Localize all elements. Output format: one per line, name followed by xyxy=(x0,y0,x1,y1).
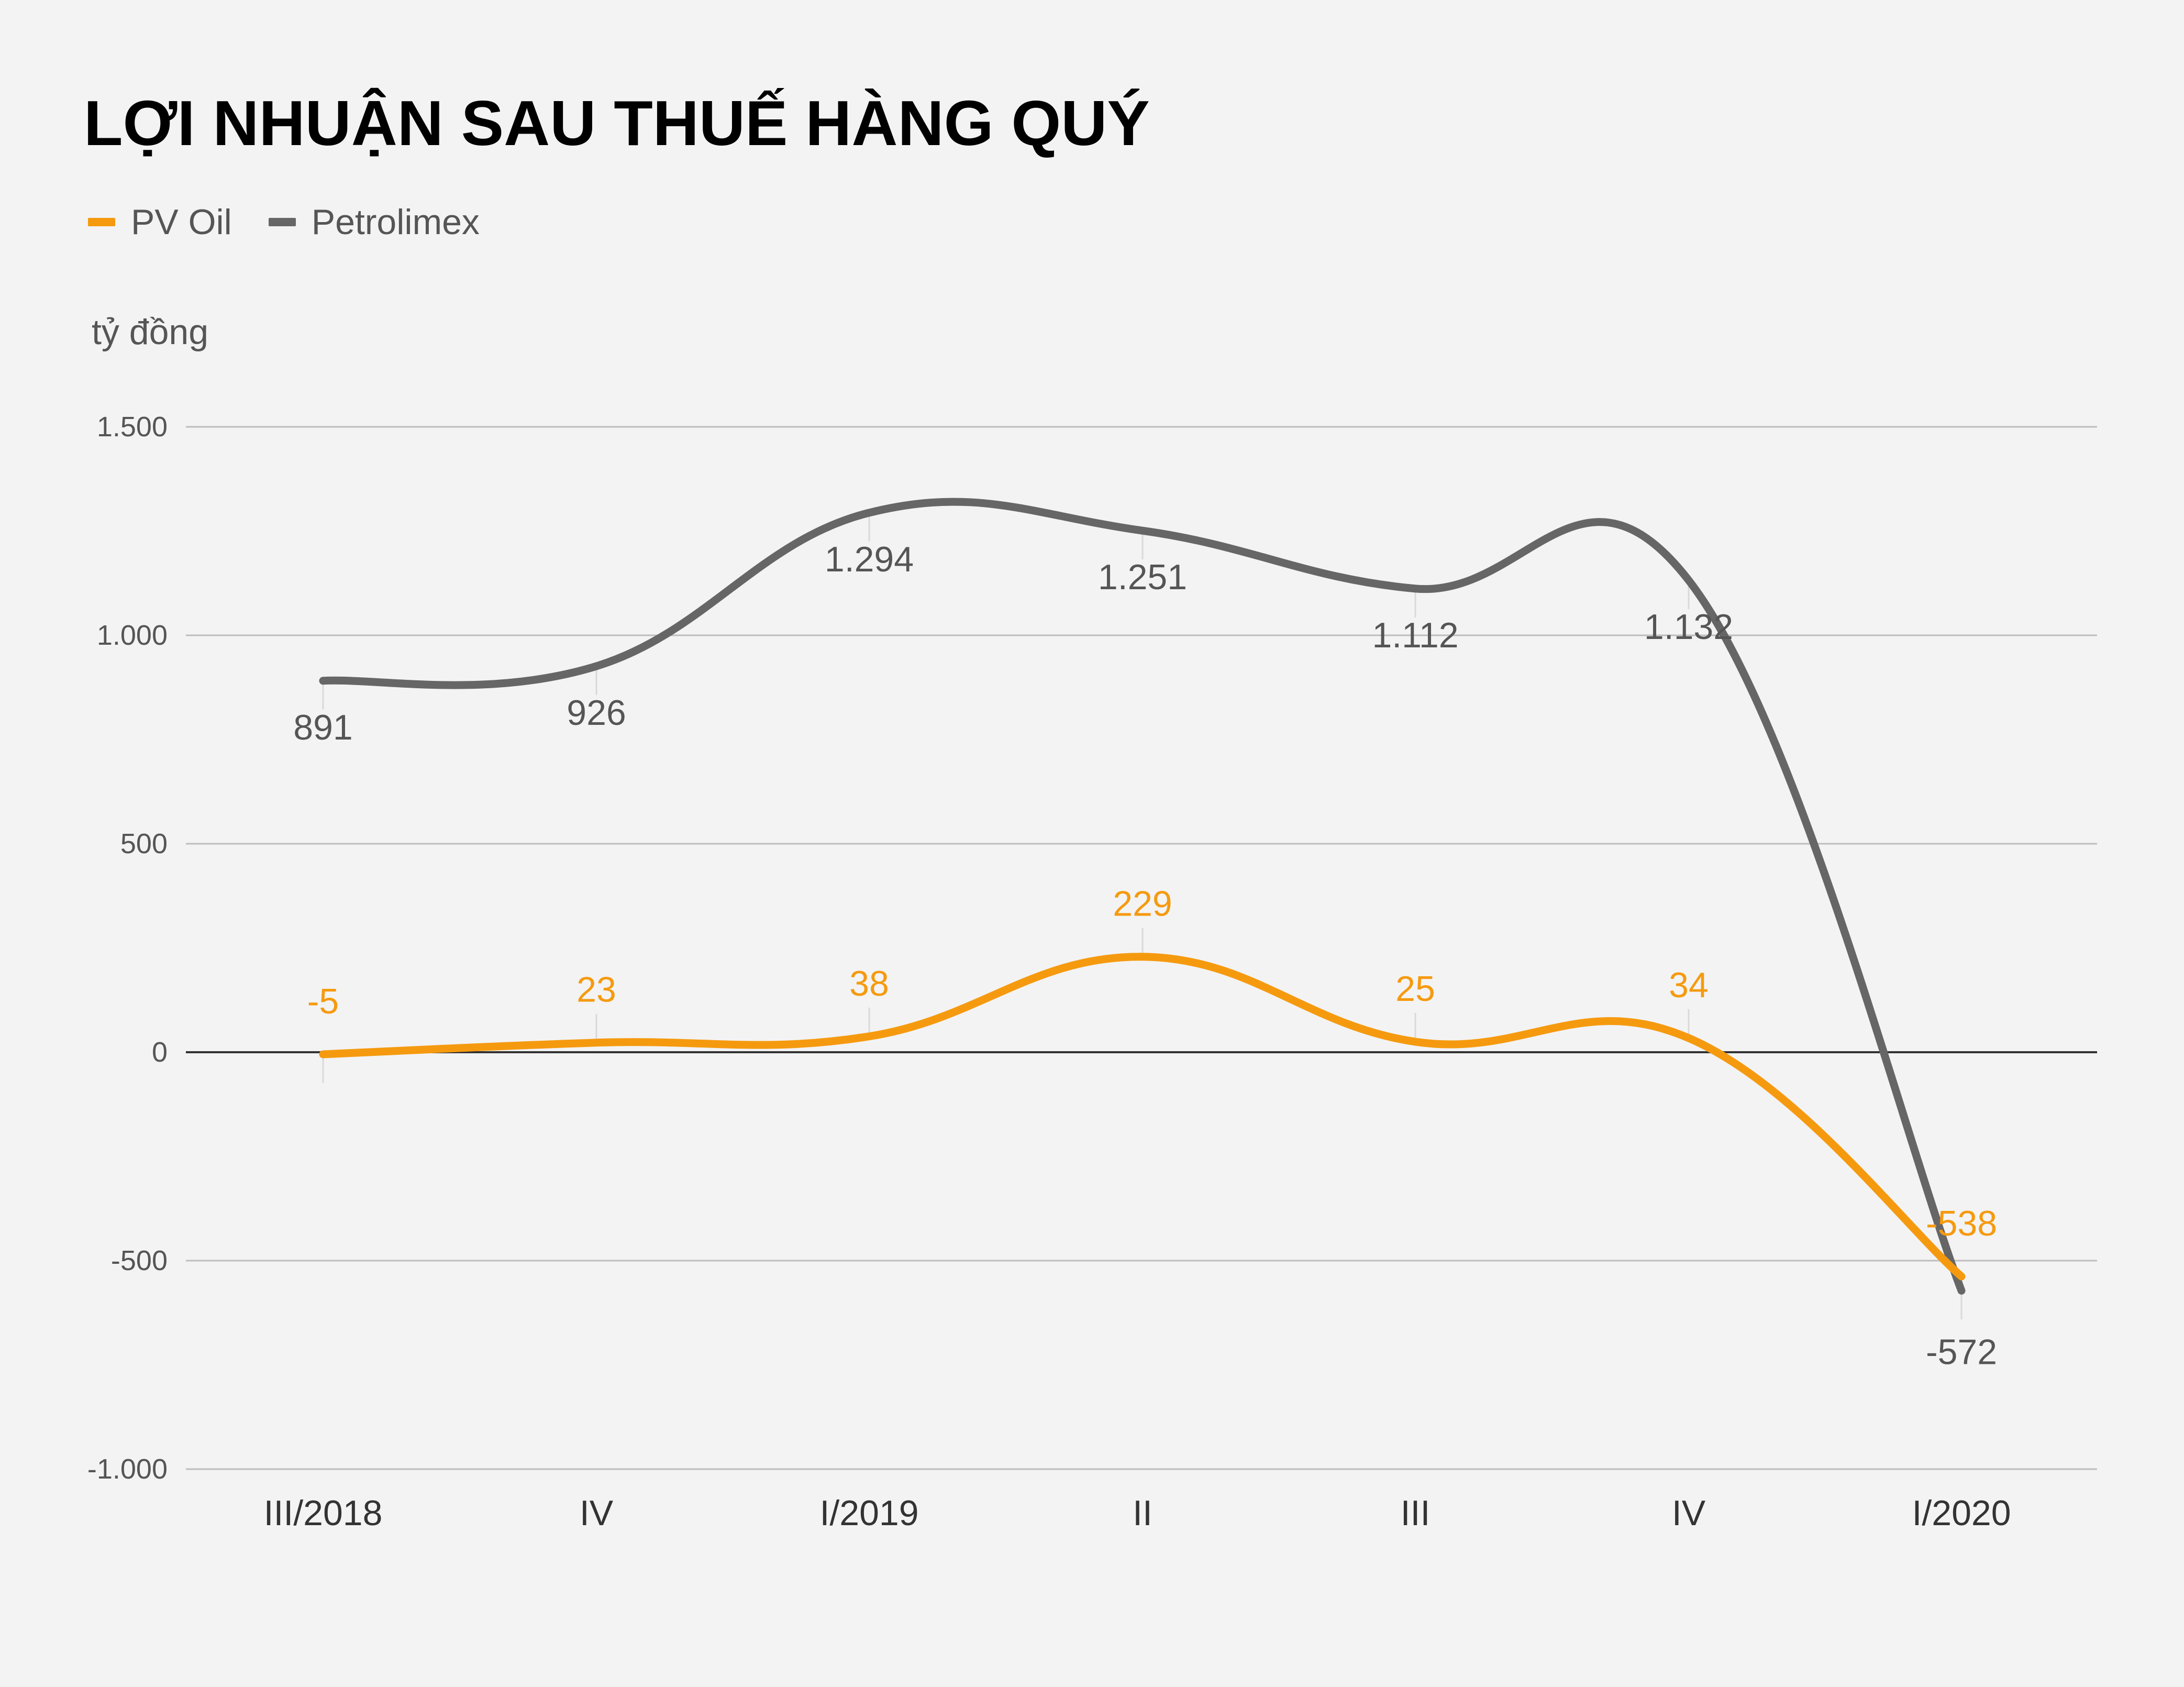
data-label-petrolimex: 1.294 xyxy=(825,539,914,579)
data-label-pv-oil: 23 xyxy=(577,970,616,1010)
x-tick-label: III/2018 xyxy=(264,1493,383,1533)
y-tick-label: 500 xyxy=(120,828,168,859)
y-tick-label: 1.000 xyxy=(97,620,168,651)
data-label-pv-oil: -538 xyxy=(1926,1204,1997,1243)
legend-swatch-petrolimex xyxy=(268,218,296,226)
data-label-pv-oil: 38 xyxy=(849,964,889,1004)
x-tick-label: IV xyxy=(1672,1493,1706,1533)
chart-title: LỢI NHUẬN SAU THUẾ HÀNG QUÝ xyxy=(84,87,1150,159)
y-tick-label: -500 xyxy=(111,1245,168,1276)
data-label-petrolimex: 1.112 xyxy=(1372,615,1458,655)
legend-item-petrolimex: Petrolimex xyxy=(268,202,480,242)
series-line-pv-oil xyxy=(319,953,1966,1281)
x-tick-label: I/2020 xyxy=(1912,1493,2011,1533)
legend-label-petrolimex: Petrolimex xyxy=(311,202,480,242)
data-label-petrolimex: 926 xyxy=(567,693,626,733)
y-tick-label: 1.500 xyxy=(97,411,168,443)
series-line-petrolimex xyxy=(319,498,1966,1295)
x-tick-label: I/2019 xyxy=(819,1493,918,1533)
data-label-petrolimex: 891 xyxy=(293,708,352,747)
y-tick-label: 0 xyxy=(152,1037,168,1068)
data-label-pv-oil: 229 xyxy=(1113,884,1172,924)
data-label-petrolimex: 1.251 xyxy=(1098,557,1187,597)
data-label-pv-oil: 34 xyxy=(1669,965,1709,1005)
legend-item-pv-oil: PV Oil xyxy=(88,202,232,242)
legend-swatch-pv-oil xyxy=(88,218,115,226)
y-tick-label: -1.000 xyxy=(87,1453,168,1485)
data-label-petrolimex: -572 xyxy=(1926,1332,1997,1372)
data-label-pv-oil: 25 xyxy=(1395,969,1435,1009)
y-axis-unit-label: tỷ đồng xyxy=(92,312,209,352)
legend: PV Oil Petrolimex xyxy=(88,202,516,242)
legend-label-pv-oil: PV Oil xyxy=(131,202,232,242)
x-tick-label: II xyxy=(1133,1493,1152,1533)
x-tick-label: IV xyxy=(580,1493,614,1533)
data-label-pv-oil: -5 xyxy=(307,982,339,1021)
x-tick-label: III xyxy=(1401,1493,1431,1533)
data-label-petrolimex: 1.132 xyxy=(1644,607,1733,647)
